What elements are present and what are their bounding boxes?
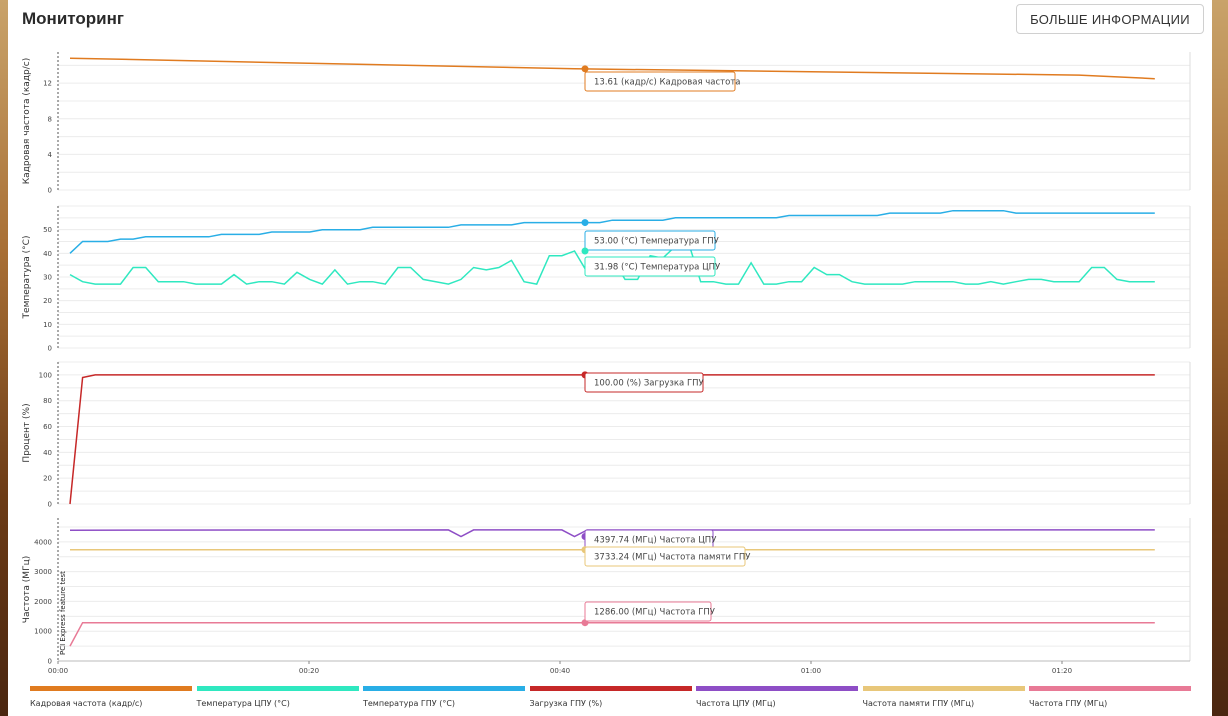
tooltip-text: 1286.00 (МГц) Частота ГПУ: [594, 608, 716, 618]
y-tick-label: 4: [48, 151, 53, 159]
y-tick-label: 0: [48, 345, 52, 353]
background-right: [1208, 0, 1228, 716]
y-axis-label: Процент (%): [22, 403, 32, 462]
legend-label: Температура ЦПУ (°C): [196, 699, 290, 708]
y-tick-label: 50: [43, 226, 52, 234]
y-tick-label: 10: [43, 321, 52, 329]
legend-swatch: [30, 686, 192, 691]
legend-label: Температура ГПУ (°C): [363, 699, 456, 708]
y-tick-label: 20: [43, 297, 52, 305]
x-tick-label: 01:00: [801, 667, 821, 675]
x-tick-label: 01:20: [1052, 667, 1072, 675]
tooltip-box: [584, 230, 716, 251]
y-tick-label: 60: [43, 423, 52, 431]
legend-item-gpu_load[interactable]: Загрузка ГПУ (%): [529, 686, 692, 712]
monitoring-panel: Мониторинг БОЛЬШЕ ИНФОРМАЦИИ: [8, 0, 1212, 716]
y-tick-label: 0: [48, 501, 52, 509]
series-line-gpu_load: [69, 374, 1155, 505]
legend-swatch: [196, 686, 359, 691]
series-line-fps: [69, 57, 1155, 80]
legend-item-cpu_freq[interactable]: Частота ЦПУ (МГц): [696, 686, 858, 712]
legend-swatch: [696, 686, 858, 691]
y-tick-label: 1000: [34, 628, 52, 636]
chart-panel-3: 0 1000 2000 3000 4000 Частота (МГц) 4397.74 (М…: [22, 518, 1191, 675]
legend-label: Кадровая частота (кадр/с): [30, 699, 143, 708]
y-tick-label: 12: [43, 80, 52, 88]
legend-item-fps[interactable]: Кадровая частота (кадр/с): [30, 686, 192, 712]
legend-item-cpu_temp[interactable]: Температура ЦПУ (°C): [196, 686, 359, 712]
chart-legend: Кадровая частота (кадр/с) Температура ЦПУ…: [20, 686, 1191, 712]
tooltip-dot-cpu_temp: [581, 247, 589, 255]
y-tick-label: 0: [48, 658, 52, 666]
y-axis-label: Кадровая частота (кадр/с): [22, 58, 32, 184]
y-axis-label: Температура (°C): [22, 236, 32, 320]
legend-swatch: [862, 686, 1025, 691]
legend-label: Частота памяти ГПУ (МГц): [862, 699, 975, 708]
legend-label: Загрузка ГПУ (%): [529, 699, 603, 708]
x-tick-label: 00:00: [48, 667, 68, 675]
y-tick-label: 8: [48, 115, 52, 123]
series-line-gpu_freq: [69, 621, 1155, 647]
tooltip-text: 3733.24 (МГц) Частота памяти ГПУ: [594, 553, 751, 563]
legend-swatch: [529, 686, 692, 691]
tooltip-box: [584, 546, 746, 567]
pci-express-label: PCI Express feature test: [59, 571, 67, 655]
tooltip-text: 4397.74 (МГц) Частота ЦПУ: [594, 536, 717, 546]
legend-item-gpu_freq[interactable]: Частота ГПУ (МГц): [1029, 686, 1191, 712]
tooltip-box: [584, 601, 712, 622]
y-tick-label: 40: [43, 250, 52, 258]
y-tick-label: 2000: [34, 598, 52, 606]
legend-swatch: [1029, 686, 1191, 691]
y-tick-label: 4000: [34, 538, 52, 546]
tooltip-dot-fps: [581, 65, 589, 73]
y-tick-label: 80: [43, 397, 52, 405]
x-tick-label: 00:40: [550, 667, 570, 675]
tooltip-text: 13.61 (кадр/с) Кадровая частота: [594, 78, 741, 88]
chart-panel-0: 0 4 8 12 Кадровая частота (кадр/с) 13.61 (кад…: [22, 52, 1191, 195]
chart-panel-1: 0 10 20 30 40 50 Температура (°C) 53.00 (°C) Те…: [22, 205, 1191, 353]
series-line-gpu_temp: [69, 209, 1155, 254]
y-tick-label: 20: [43, 475, 52, 483]
chart-panel-2: 0 20 40 60 80 100 Процент (%) 100.00 (%) Загруз…: [22, 361, 1191, 509]
tooltip-box: [584, 256, 716, 277]
y-tick-label: 30: [43, 274, 52, 282]
tooltip-text: 53.00 (°C) Температура ГПУ: [594, 237, 720, 247]
tooltip-dot-gpu_temp: [581, 219, 589, 227]
tooltip-box: [584, 372, 704, 393]
more-info-button[interactable]: БОЛЬШЕ ИНФОРМАЦИИ: [1016, 4, 1204, 34]
tooltip-text: 31.98 (°C) Температура ЦПУ: [594, 263, 721, 273]
legend-swatch: [363, 686, 525, 691]
legend-label: Частота ГПУ (МГц): [1029, 699, 1108, 708]
y-tick-label: 0: [48, 187, 52, 195]
tooltip-text: 100.00 (%) Загрузка ГПУ: [594, 379, 705, 389]
y-tick-label: 100: [39, 371, 52, 379]
legend-item-gpu_temp[interactable]: Температура ГПУ (°C): [363, 686, 525, 712]
tooltip-box: [584, 71, 736, 92]
legend-label: Частота ЦПУ (МГц): [696, 699, 776, 708]
legend-item-gpu_mem_freq[interactable]: Частота памяти ГПУ (МГц): [862, 686, 1025, 712]
page-title: Мониторинг: [22, 9, 124, 28]
y-tick-label: 3000: [34, 568, 52, 576]
y-tick-label: 40: [43, 449, 52, 457]
y-axis-label: Частота (МГц): [22, 556, 32, 623]
x-tick-label: 00:20: [299, 667, 319, 675]
